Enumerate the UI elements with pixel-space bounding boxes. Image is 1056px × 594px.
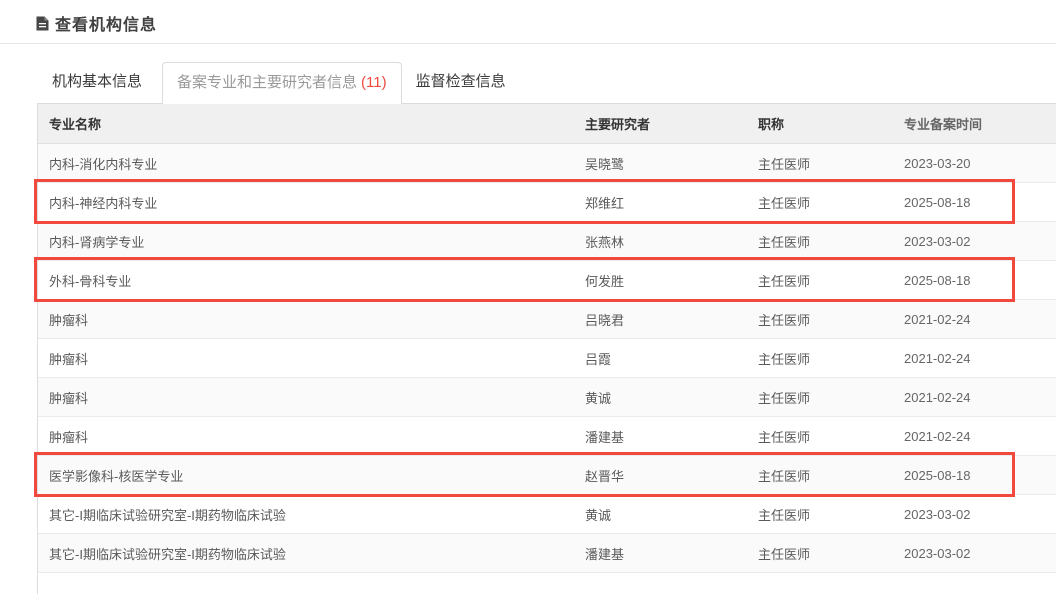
- cell-researcher: 赵晋华: [585, 468, 625, 484]
- specialties-table: 专业名称 主要研究者 职称 专业备案时间 内科-消化内科专业 吴晓鹭 主任医师 …: [34, 104, 1056, 573]
- cell-filing-date: 2023-03-02: [904, 506, 971, 522]
- cell-researcher: 郑维红: [585, 195, 625, 211]
- cell-specialty: 肿瘤科: [49, 312, 89, 328]
- cell-researcher: 潘建基: [585, 546, 625, 562]
- cell-specialty: 肿瘤科: [49, 429, 89, 445]
- cell-filing-date: 2021-02-24: [904, 311, 971, 327]
- cell-researcher: 张燕林: [585, 234, 625, 250]
- tab-institution-basic-info[interactable]: 机构基本信息: [52, 73, 143, 90]
- cell-specialty: 内科-神经内科专业: [49, 195, 158, 211]
- column-header-filing-date: 专业备案时间: [904, 117, 983, 132]
- cell-researcher: 黄诚: [585, 507, 612, 523]
- page-title: 查看机构信息: [55, 17, 158, 34]
- cell-title: 主任医师: [758, 195, 811, 211]
- cell-title: 主任医师: [758, 390, 811, 406]
- table-row: 内科-肾病学专业 张燕林 主任医师 2023-03-02: [38, 222, 1056, 261]
- cell-filing-date: 2025-08-18: [904, 467, 971, 483]
- cell-title: 主任医师: [758, 429, 811, 445]
- cell-title: 主任医师: [758, 468, 811, 484]
- cell-researcher: 潘建基: [585, 429, 625, 445]
- tab-bar: 机构基本信息 备案专业和主要研究者信息 (11) 监督检查信息: [37, 62, 521, 104]
- table-row: 肿瘤科 吕晓君 主任医师 2021-02-24: [38, 300, 1056, 339]
- column-header-researcher: 主要研究者: [585, 117, 651, 132]
- table-header-row: 专业名称 主要研究者 职称 专业备案时间: [38, 104, 1056, 144]
- cell-specialty: 肿瘤科: [49, 390, 89, 406]
- column-header-specialty: 专业名称: [49, 117, 102, 132]
- header-divider: [0, 43, 1056, 44]
- cell-title: 主任医师: [758, 546, 811, 562]
- cell-filing-date: 2021-02-24: [904, 350, 971, 366]
- cell-title: 主任医师: [758, 156, 811, 172]
- table-row-highlighted: 医学影像科-核医学专业 赵晋华 主任医师 2025-08-18: [34, 452, 1056, 497]
- cell-researcher: 黄诚: [585, 390, 612, 406]
- cell-researcher: 何发胜: [585, 273, 625, 289]
- cell-title: 主任医师: [758, 234, 811, 250]
- cell-title: 主任医师: [758, 351, 811, 367]
- table-row: 肿瘤科 黄诚 主任医师 2021-02-24: [38, 378, 1056, 417]
- cell-filing-date: 2023-03-02: [904, 233, 971, 249]
- table-row: 肿瘤科 潘建基 主任医师 2021-02-24: [38, 417, 1056, 456]
- cell-specialty: 其它-I期临床试验研究室-I期药物临床试验: [49, 546, 286, 562]
- cell-filing-date: 2021-02-24: [904, 428, 971, 444]
- cell-specialty: 内科-消化内科专业: [49, 156, 158, 172]
- table-body: 内科-消化内科专业 吴晓鹭 主任医师 2023-03-20 内科-神经内科专业 …: [34, 144, 1056, 573]
- tab-supervision-info[interactable]: 监督检查信息: [415, 73, 506, 90]
- cell-specialty: 医学影像科-核医学专业: [49, 468, 184, 484]
- page-header: 查看机构信息: [36, 12, 157, 34]
- tab-filed-specialties-label: 备案专业和主要研究者信息: [177, 74, 358, 91]
- cell-filing-date: 2023-03-02: [904, 545, 971, 561]
- cell-title: 主任医师: [758, 507, 811, 523]
- tab-filed-specialties[interactable]: 备案专业和主要研究者信息 (11): [162, 62, 402, 104]
- cell-researcher: 吕晓君: [585, 312, 625, 328]
- table-row: 内科-消化内科专业 吴晓鹭 主任医师 2023-03-20: [38, 144, 1056, 183]
- cell-filing-date: 2025-08-18: [904, 194, 971, 210]
- cell-filing-date: 2023-03-20: [904, 155, 971, 171]
- tab-count-badge: (11): [361, 74, 387, 91]
- cell-title: 主任医师: [758, 312, 811, 328]
- table-row-highlighted: 内科-神经内科专业 郑维红 主任医师 2025-08-18: [34, 179, 1056, 224]
- cell-specialty: 外科-骨科专业: [49, 273, 132, 289]
- cell-researcher: 吕霞: [585, 351, 612, 367]
- table-row: 其它-I期临床试验研究室-I期药物临床试验 潘建基 主任医师 2023-03-0…: [38, 534, 1056, 573]
- table-row: 肿瘤科 吕霞 主任医师 2021-02-24: [38, 339, 1056, 378]
- column-header-title: 职称: [758, 117, 785, 132]
- tab-content-pane: 专业名称 主要研究者 职称 专业备案时间 内科-消化内科专业 吴晓鹭 主任医师 …: [34, 103, 1056, 594]
- document-icon: [36, 16, 49, 31]
- cell-researcher: 吴晓鹭: [585, 156, 625, 172]
- cell-specialty: 肿瘤科: [49, 351, 89, 367]
- cell-filing-date: 2021-02-24: [904, 389, 971, 405]
- table-row: 其它-I期临床试验研究室-I期药物临床试验 黄诚 主任医师 2023-03-02: [38, 495, 1056, 534]
- cell-specialty: 内科-肾病学专业: [49, 234, 145, 250]
- cell-specialty: 其它-I期临床试验研究室-I期药物临床试验: [49, 507, 286, 523]
- cell-filing-date: 2025-08-18: [904, 272, 971, 288]
- table-row-highlighted: 外科-骨科专业 何发胜 主任医师 2025-08-18: [34, 257, 1056, 302]
- cell-title: 主任医师: [758, 273, 811, 289]
